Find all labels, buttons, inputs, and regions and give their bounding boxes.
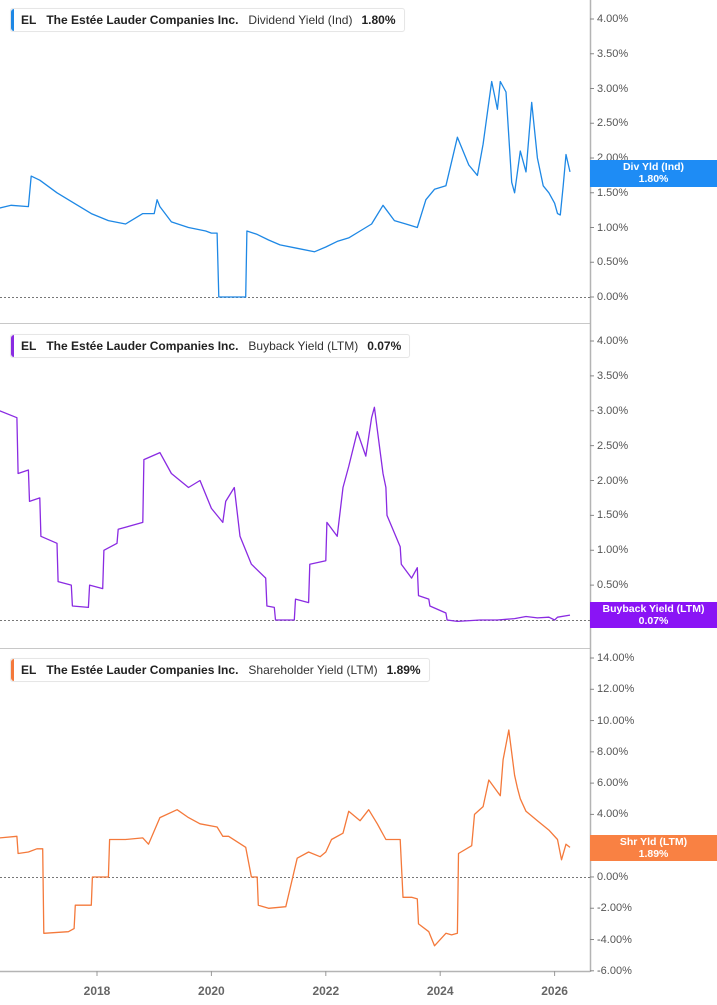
legend-color-bar	[11, 335, 14, 357]
legend-value: 1.80%	[361, 13, 396, 27]
legend-value: 0.07%	[367, 339, 402, 353]
y-tick-label: 0.00%	[597, 870, 629, 883]
legend-metric: Shareholder Yield (LTM)	[248, 663, 378, 677]
legend-metric: Buyback Yield (LTM)	[248, 339, 359, 353]
flag-label: Shr Yld (LTM)	[619, 836, 688, 848]
x-tick-label: 2018	[83, 984, 111, 998]
y-tick-label: 1.50%	[597, 186, 629, 199]
y-tick-label: 2.50%	[597, 439, 629, 452]
y-tick-label: 0.50%	[597, 256, 629, 269]
y-tick-label: 0.50%	[597, 579, 629, 592]
series-line-1[interactable]	[0, 80, 571, 298]
x-tick-label: 2022	[312, 984, 340, 998]
y-tick-label: -6.00%	[597, 964, 632, 977]
legend-value: 1.89%	[386, 663, 421, 677]
legend-company: The Estée Lauder Companies Inc.	[46, 339, 239, 353]
y-tick-label: 6.00%	[597, 777, 629, 790]
x-tick-label: 2024	[426, 984, 454, 998]
y-tick-label: 1.50%	[597, 509, 629, 522]
x-tick-label: 2020	[198, 984, 225, 998]
series-line-3[interactable]	[0, 729, 571, 947]
flag-value: 1.89%	[638, 848, 669, 860]
x-tick-label: 2026	[541, 984, 568, 998]
value-flag-dividend-yield: Div Yld (Ind) 1.80%	[590, 160, 717, 187]
y-tick-label: 3.50%	[597, 369, 629, 382]
y-tick-label: 2.50%	[597, 117, 629, 130]
y-tick-label: 1.00%	[597, 221, 629, 234]
y-tick-label: 1.00%	[597, 544, 629, 557]
y-tick-label: 3.50%	[597, 47, 629, 60]
legend-dividend-yield[interactable]: EL The Estée Lauder Companies Inc. Divid…	[10, 8, 405, 32]
series-line-2[interactable]	[0, 406, 571, 623]
y-tick-label: -4.00%	[597, 933, 632, 946]
legend-ticker: EL	[21, 339, 37, 353]
y-tick-label: -2.00%	[597, 902, 632, 915]
value-flag-shareholder-yield: Shr Yld (LTM) 1.89%	[590, 835, 717, 861]
legend-ticker: EL	[21, 663, 37, 677]
legend-buyback-yield[interactable]: EL The Estée Lauder Companies Inc. Buyba…	[10, 334, 411, 358]
flag-label: Buyback Yield (LTM)	[602, 603, 705, 615]
flag-value: 0.07%	[638, 615, 669, 627]
legend-color-bar	[11, 9, 14, 31]
y-tick-label: 4.00%	[597, 808, 629, 821]
y-tick-label: 12.00%	[597, 683, 635, 696]
y-tick-label: 4.00%	[597, 335, 629, 347]
y-tick-label: 3.00%	[597, 404, 629, 417]
legend-ticker: EL	[21, 13, 37, 27]
legend-shareholder-yield[interactable]: EL The Estée Lauder Companies Inc. Share…	[10, 658, 430, 682]
flag-label: Div Yld (Ind)	[622, 161, 685, 173]
y-tick-label: 3.00%	[597, 82, 629, 95]
flag-value: 1.80%	[638, 173, 669, 185]
value-flag-buyback-yield: Buyback Yield (LTM) 0.07%	[590, 602, 717, 628]
legend-company: The Estée Lauder Companies Inc.	[46, 663, 239, 677]
y-tick-label: 2.00%	[597, 474, 629, 487]
legend-company: The Estée Lauder Companies Inc.	[46, 13, 239, 27]
legend-color-bar	[11, 659, 14, 681]
y-tick-label: 14.00%	[597, 652, 635, 664]
y-tick-label: 10.00%	[597, 714, 635, 727]
y-tick-label: 4.00%	[597, 13, 629, 25]
y-tick-label: 0.00%	[597, 291, 629, 303]
y-tick-label: 8.00%	[597, 745, 629, 758]
legend-metric: Dividend Yield (Ind)	[248, 13, 353, 27]
